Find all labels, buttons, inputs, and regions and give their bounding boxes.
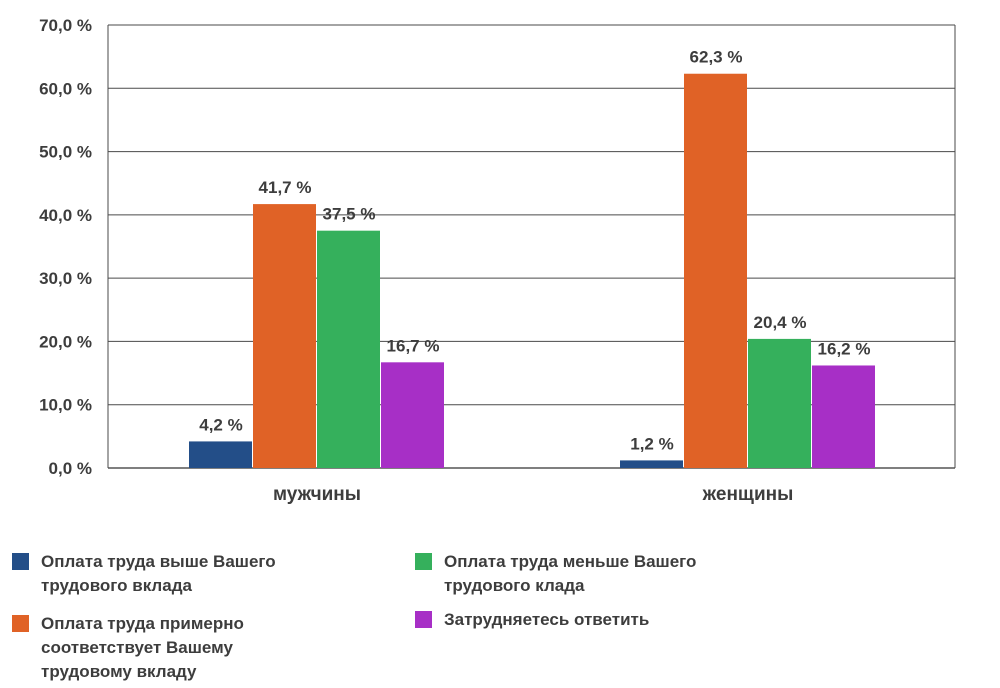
- y-tick-label: 70,0 %: [39, 16, 92, 35]
- y-tick-label: 60,0 %: [39, 79, 92, 98]
- data-label: 16,7 %: [387, 336, 440, 355]
- bar: [253, 204, 316, 468]
- bars: [189, 73, 875, 468]
- y-tick-label: 10,0 %: [39, 396, 92, 415]
- data-label: 41,7 %: [259, 178, 312, 197]
- x-category-label: мужчины: [273, 484, 361, 505]
- x-category-label: женщины: [702, 484, 794, 505]
- data-label: 20,4 %: [754, 313, 807, 332]
- x-axis-categories: мужчины женщины: [273, 484, 793, 505]
- data-label: 62,3 %: [690, 48, 743, 67]
- data-label: 4,2 %: [199, 415, 242, 434]
- y-tick-label: 50,0 %: [39, 143, 92, 162]
- bar: [381, 362, 444, 468]
- bar: [317, 230, 380, 468]
- bar: [684, 73, 747, 468]
- data-label: 16,2 %: [818, 339, 871, 358]
- y-tick-label: 30,0 %: [39, 269, 92, 288]
- bar: [620, 460, 683, 468]
- bar: [748, 338, 811, 468]
- y-tick-label: 0,0 %: [49, 459, 92, 478]
- y-axis-ticks: 0,0 % 10,0 % 20,0 % 30,0 % 40,0 % 50,0 % 60,0 …: [39, 16, 92, 478]
- y-tick-label: 20,0 %: [39, 332, 92, 351]
- bar: [812, 365, 875, 468]
- data-label: 37,5 %: [323, 205, 376, 224]
- data-labels: 4,2 % 41,7 % 37,5 % 16,7 % 1,2 % 62,3 % 20,4 %…: [199, 48, 870, 454]
- y-tick-label: 40,0 %: [39, 206, 92, 225]
- data-label: 1,2 %: [630, 434, 673, 453]
- bar: [189, 441, 252, 468]
